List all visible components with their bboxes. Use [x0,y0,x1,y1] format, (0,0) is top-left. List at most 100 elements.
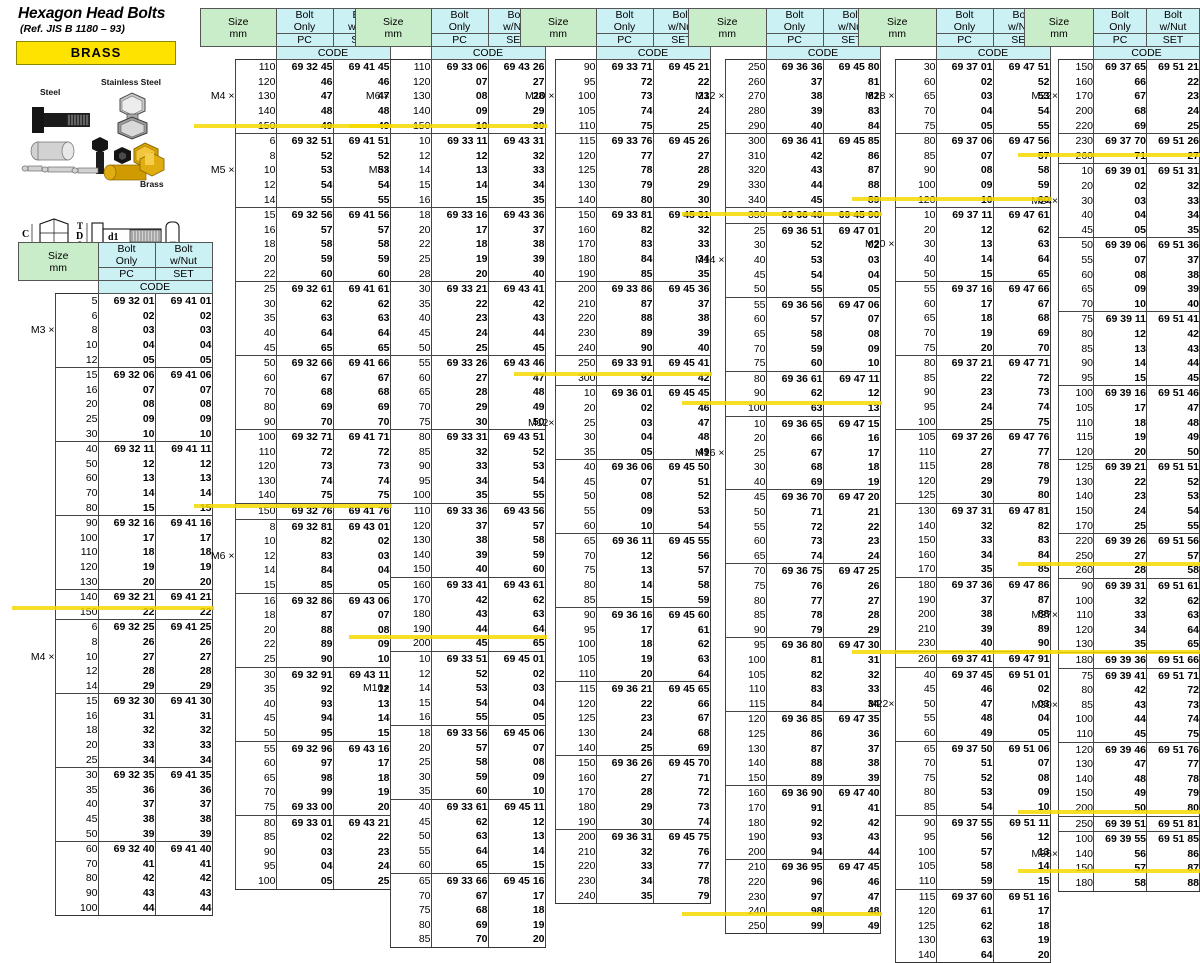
bolt-with-nut-code-cell: 69 43 56 [488,503,546,519]
thread-size-label [201,859,236,874]
table-row: 110 69 32 45 69 41 45 [201,59,391,75]
bolt-only-code-cell: 49 [935,725,994,742]
thread-size-label [201,400,236,415]
bolt-with-nut-code-cell: 69 45 85 [823,133,881,149]
bolt-only-code-cell: 69 37 60 [935,888,994,905]
table-row: 95 69 36 80 69 47 30 [689,637,881,653]
table-row: M16 × 25 67 17 [689,445,881,461]
svg-text:Stainless Steel: Stainless Steel [101,77,161,87]
bolt-only-code-cell: 69 33 31 [430,429,489,445]
bolt-with-nut-code-cell: 62 [1146,593,1200,609]
bolt-with-nut-code-cell: 69 51 76 [1146,741,1200,758]
bolt-only-code-cell: 74 [275,473,334,489]
bolt-with-nut-code-cell: 27 [653,148,711,164]
thread-size-label [19,427,56,442]
length-cell: 200 [894,607,936,622]
bolt-with-nut-code-cell: 62 [993,222,1051,238]
table-row: 80 12 42 [1025,326,1200,342]
bolt-with-nut-code-cell: 50 [1146,444,1200,461]
bolt-only-code-cell: 83 [275,548,334,564]
bolt-only-code-cell: 13 [935,237,994,252]
bolt-with-nut-code-cell: 54 [1146,504,1200,519]
thread-size-label [356,784,391,799]
length-cell: 200 [1057,104,1094,119]
table-row: 20 02 46 [521,400,711,416]
table-row: 60 73 23 [689,534,881,549]
code-header: CODE [935,46,1051,61]
table-row: 150 40 60 [356,562,546,579]
bolt-with-nut-code-cell: 53 [1146,489,1200,505]
bolt-with-nut-code-cell: 07 [993,756,1051,771]
thread-size-label [689,356,726,371]
table-row: 130 63 19 [859,933,1051,948]
length-cell: 18 [389,207,431,223]
length-cell: 8 [234,148,276,164]
bolt-only-code-cell: 67 [430,888,489,904]
table-row: 15 69 32 06 69 41 06 [19,367,213,383]
thread-size-label [859,488,896,503]
bolt-only-code-cell: 69 32 25 [97,619,156,635]
table-row: 120 69 36 85 69 47 35 [689,711,881,727]
table-row: M12× 25 03 47 [521,415,711,431]
bolt-only-code-cell: 88 [275,622,334,638]
bolt-with-nut-code-cell: 08 [823,326,881,342]
table-row: 140 25 69 [521,740,711,757]
table-row: 75 13 57 [521,563,711,579]
svg-text:C: C [22,229,29,240]
code-header-row: CODE [689,46,881,61]
bolt-only-code-cell: 55 [765,282,824,298]
bolt-only-code-cell: 22 [595,696,654,712]
bolt-only-code-cell: 23 [1093,489,1147,505]
bolt-only-code-cell: 35 [595,888,654,905]
length-cell: 70 [724,341,766,357]
bolt-with-nut-code-cell: 38 [488,237,546,252]
length-cell: 200 [389,636,431,653]
bolt-with-nut-code-cell: 13 [155,471,213,486]
thread-size-label [521,549,556,564]
bolt-only-code-cell: 27 [430,370,489,386]
length-cell: 300 [724,133,766,149]
length-cell: 35 [554,444,596,461]
thread-size-label: M8× [368,164,390,177]
bolt-only-code-cell: 69 33 91 [595,355,654,371]
length-cell: 40 [894,666,936,683]
bolt-only-code-cell: 14 [595,578,654,593]
bolt-with-nut-code-cell: 66 [653,696,711,712]
bolt-with-nut-code-cell: 82 [993,518,1051,534]
thread-size-label [521,815,556,830]
thread-size-label [1025,238,1059,253]
bolt-with-nut-code-cell: 34 [488,178,546,193]
bolt-with-nut-code-cell: 38 [1146,267,1200,283]
bolt-only-code-cell: 03 [595,415,654,431]
bolt-with-nut-code-cell: 31 [823,653,881,668]
bolt-with-nut-code-cell: 37 [1146,252,1200,268]
thread-size-label [19,886,56,901]
thread-size-label [521,311,556,326]
length-cell: 55 [894,711,936,726]
bolt-only-code-cell: 42 [97,871,156,886]
table-row: 100 57 13 [859,844,1051,860]
thread-size-label [859,75,896,90]
bolt-only-code-cell: 32 [595,844,654,860]
table-row: 200 68 24 [1025,104,1200,119]
table-row: 90 69 36 16 69 45 60 [521,607,711,623]
thread-size-label: M6 × [210,549,235,562]
table-row: M3 × 8 03 03 [19,323,213,339]
bolt-only-code-cell: 57 [935,844,994,860]
bolt-with-nut-code-cell: 43 [823,830,881,845]
bolt-with-nut-code-cell: 22 [1146,74,1200,90]
bolt-with-nut-code-cell: 59 [488,547,546,563]
bolt-only-code-cell: 82 [275,534,334,549]
bolt-with-nut-code-cell: 69 45 45 [653,385,711,401]
bolt-with-nut-code-cell: 69 41 06 [155,367,213,383]
table-row: 85 32 52 [356,444,546,460]
thread-size-label [201,356,236,371]
thread-size-label [859,933,896,948]
bolt-with-nut-code-cell: 64 [993,251,1051,267]
thread-size-label [1025,134,1059,149]
bolt-with-nut-code-cell: 37 [488,222,546,238]
table-row: 230 69 37 70 69 51 26 [1025,133,1200,149]
thread-size-label [1025,430,1059,445]
length-cell: 20 [234,622,276,638]
bolt-with-nut-code-cell: 69 43 41 [488,281,546,297]
